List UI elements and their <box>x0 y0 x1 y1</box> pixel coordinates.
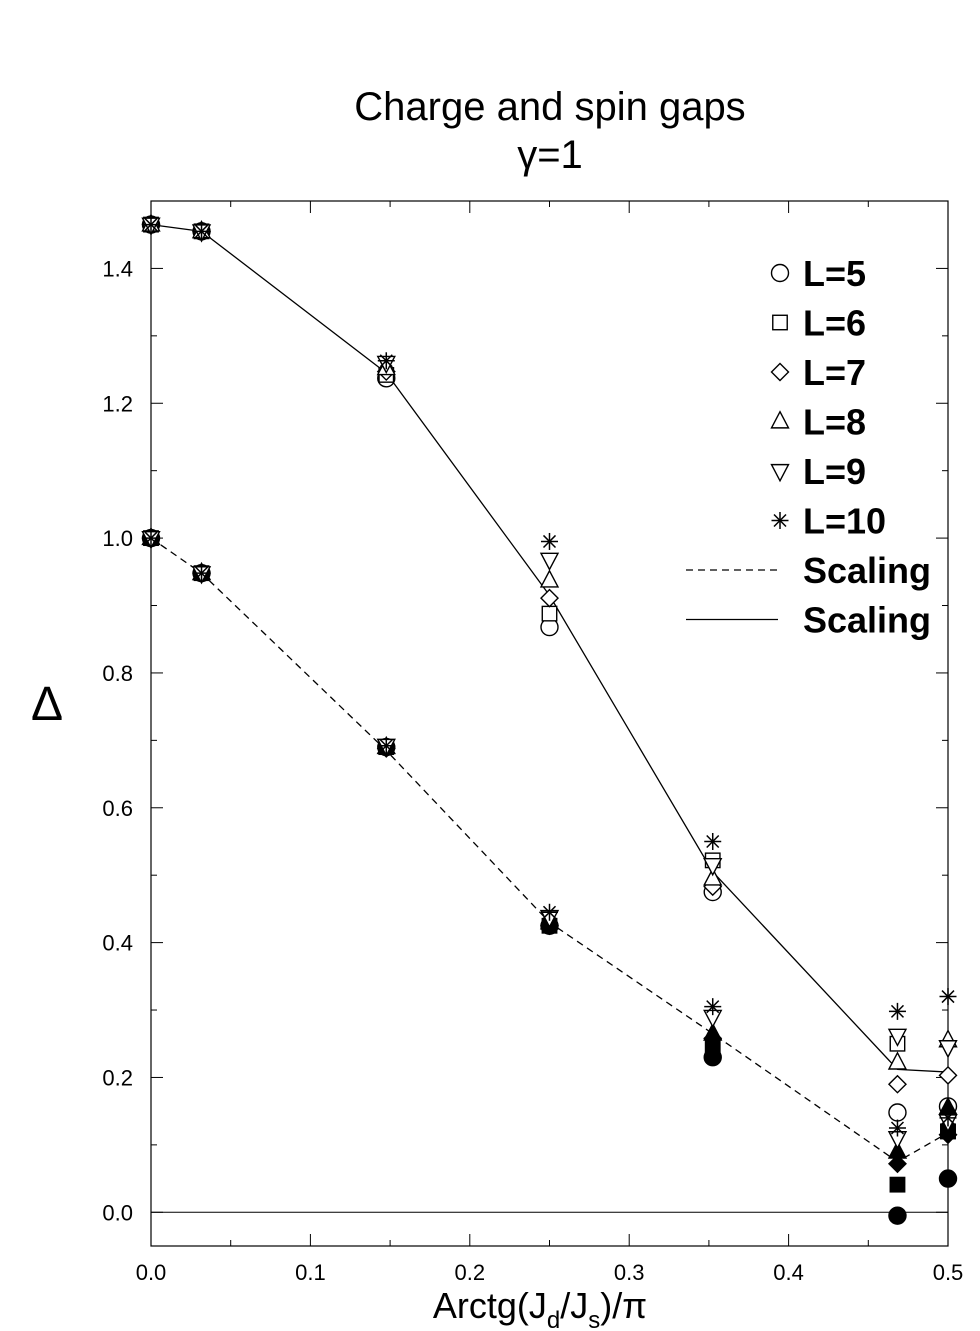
star-stroke <box>706 834 720 849</box>
data-marks <box>141 213 958 1225</box>
x-tick-label: 0.5 <box>933 1260 964 1285</box>
data-point-triangle-up <box>539 569 560 588</box>
data-point-star <box>541 903 558 921</box>
star-stroke <box>941 990 955 1004</box>
x-label-sub-s: s <box>588 1307 600 1331</box>
legend-entry: L=5 <box>770 253 866 294</box>
data-point-triangle-up <box>703 867 723 886</box>
y-tick-label: 0.6 <box>102 796 133 821</box>
legend-entry: Scaling <box>686 550 931 591</box>
data-point-star <box>377 737 395 755</box>
y-tick-label: 0.8 <box>102 661 133 686</box>
chart-subtitle: γ=1 <box>517 133 583 177</box>
legend-label: L=10 <box>803 501 886 542</box>
x-tick-label: 0.4 <box>773 1260 804 1285</box>
data-point-square-filled <box>889 1176 906 1193</box>
x-label-sub-d: d <box>547 1307 560 1331</box>
data-point-circle-filled <box>938 1169 958 1188</box>
legend-label: Scaling <box>803 600 931 641</box>
legend-entry: L=10 <box>771 501 886 542</box>
data-point-diamond-filled <box>938 1125 958 1145</box>
x-tick-label: 0.3 <box>614 1260 645 1285</box>
star-stroke <box>706 1000 720 1014</box>
data-point-triangle-down <box>539 552 560 571</box>
legend-marker-triangle-down <box>770 463 790 483</box>
data-point-circle-filled <box>888 1206 907 1225</box>
data-point-diamond-filled <box>887 1154 907 1174</box>
y-tick-label: 1.4 <box>102 256 133 281</box>
y-tick-label: 0.2 <box>102 1065 133 1090</box>
data-point-star <box>939 988 957 1006</box>
y-tick-label: 1.2 <box>102 391 133 416</box>
legend-entry: Scaling <box>686 600 931 641</box>
star-stroke <box>941 1111 955 1125</box>
star-stroke <box>379 739 393 753</box>
y-axis-label: Δ <box>31 678 63 731</box>
data-point-triangle-up-filled <box>703 1022 723 1041</box>
star-stroke <box>890 1004 905 1018</box>
y-tick-label: 0.4 <box>102 931 133 956</box>
data-point-star <box>888 1119 906 1137</box>
legend-label: L=7 <box>803 352 866 393</box>
legend-marker-diamond <box>770 362 790 382</box>
legend-label: L=8 <box>803 402 866 443</box>
legend-entry: L=6 <box>772 303 866 344</box>
data-point-star <box>888 1002 906 1020</box>
data-point-star <box>142 216 160 234</box>
data-point-star <box>939 1109 957 1127</box>
data-point-star <box>541 532 558 550</box>
star-stroke <box>194 566 209 580</box>
data-point-triangle-up-filled <box>887 1140 908 1159</box>
x-axis-label: Arctg(Jd/Js)/π <box>433 1285 647 1331</box>
legend-marker-square <box>772 314 788 331</box>
data-point-triangle-down <box>703 858 723 877</box>
data-point-star <box>193 564 211 582</box>
data-point-triangle-down <box>938 1040 958 1059</box>
data-point-star <box>193 222 211 240</box>
data-point-triangle-up <box>887 1051 908 1070</box>
legend-label: L=9 <box>803 451 866 492</box>
data-point-diamond <box>540 588 559 608</box>
x-tick-label: 0.0 <box>136 1260 167 1285</box>
x-tick-label: 0.2 <box>455 1260 486 1285</box>
legend-label: L=5 <box>803 253 866 294</box>
legend-marker-star <box>771 512 789 529</box>
legend-entry: L=9 <box>770 451 866 492</box>
data-point-circle <box>888 1103 907 1122</box>
x-label-part-2: /J <box>560 1285 588 1326</box>
data-point-star <box>704 998 722 1016</box>
star-stroke <box>379 354 393 368</box>
legend: L=5 L=6 L=7 L=8 L=9 L=10 Scaling Scaling <box>686 253 931 641</box>
star-stroke <box>144 531 158 545</box>
legend-marker-circle <box>770 263 790 283</box>
data-point-diamond <box>887 1074 907 1094</box>
star-stroke <box>890 1121 905 1135</box>
data-point-star <box>377 352 395 370</box>
legend-entry: L=7 <box>770 352 866 393</box>
axis-ticks: 0.0 0.1 0.2 0.3 0.4 0.5 0.0 0.2 0.4 0.6 0.8 1.0 1.2 1… <box>102 201 963 1285</box>
x-label-part-1: Arctg(J <box>433 1285 547 1326</box>
data-point-star <box>704 832 722 850</box>
star-stroke <box>773 513 787 528</box>
data-point-diamond <box>938 1065 958 1085</box>
y-tick-label: 0.0 <box>102 1200 133 1225</box>
data-point-star <box>142 529 160 547</box>
legend-label: Scaling <box>803 550 931 591</box>
x-label-part-3: )/π <box>600 1285 647 1326</box>
data-point-square <box>541 605 558 622</box>
x-tick-label: 0.1 <box>295 1260 326 1285</box>
star-stroke <box>542 534 557 549</box>
star-stroke <box>194 224 209 238</box>
chart-title: Charge and spin gaps <box>354 85 745 129</box>
star-stroke <box>542 905 557 919</box>
legend-entry: L=8 <box>770 402 866 443</box>
legend-marker-triangle-up <box>770 410 790 429</box>
y-tick-label: 1.0 <box>102 526 133 551</box>
data-point-triangle-down <box>887 1028 908 1047</box>
legend-label: L=6 <box>803 303 866 344</box>
star-stroke <box>144 218 158 232</box>
